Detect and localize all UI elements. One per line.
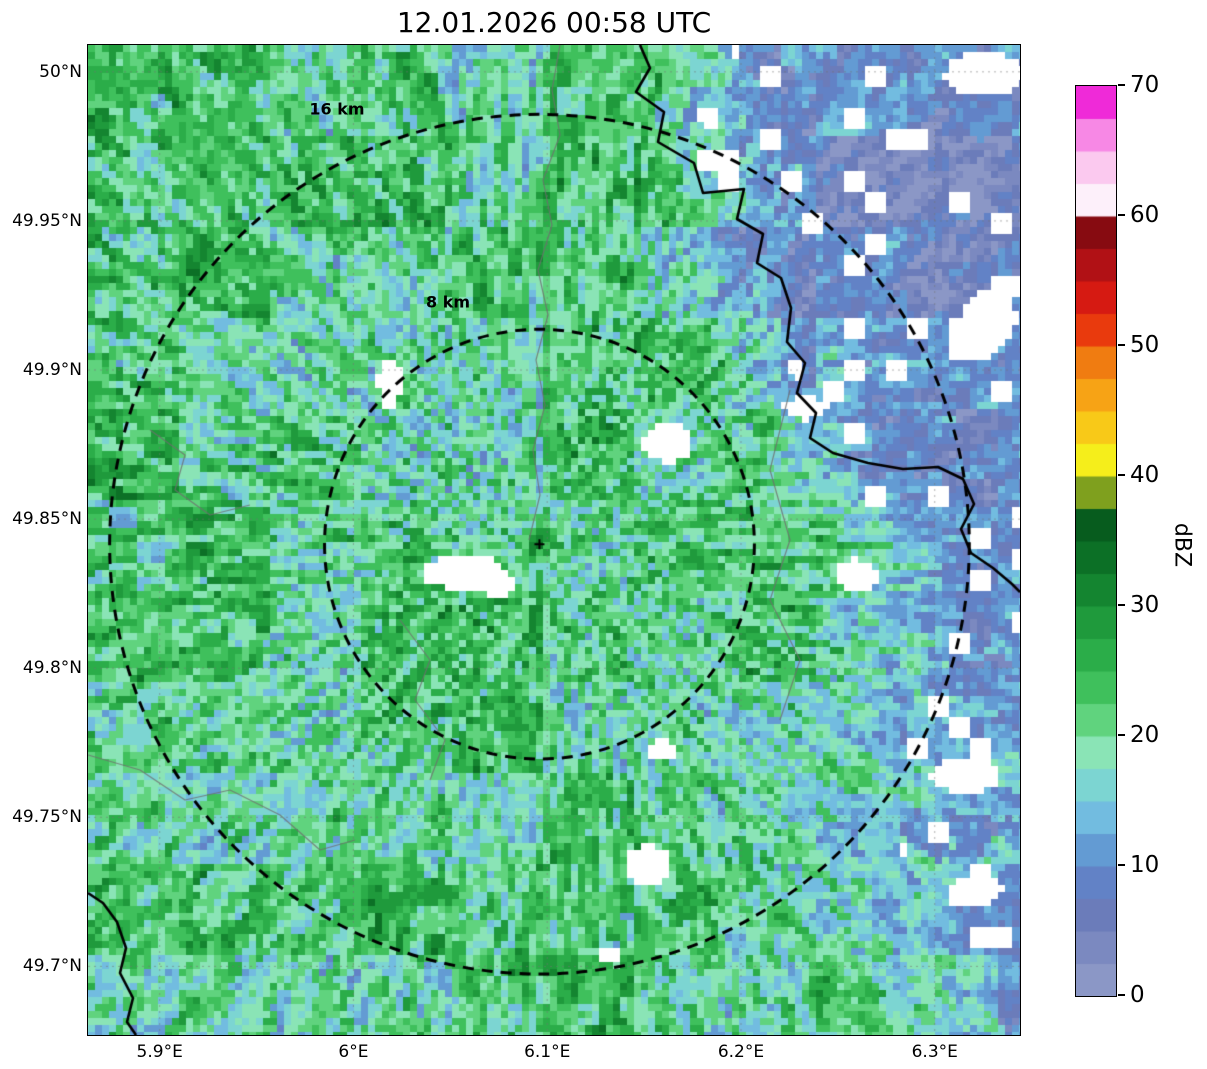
radar-reflectivity-canvas bbox=[88, 45, 1020, 1035]
colorbar-tick-label: 10 bbox=[1130, 852, 1160, 878]
colorbar-tick-label: 70 bbox=[1130, 72, 1160, 98]
colorbar bbox=[1075, 85, 1117, 997]
lat-tick-label: 49.75°N bbox=[12, 807, 82, 828]
lat-tick-label: 49.9°N bbox=[22, 360, 82, 381]
colorbar-tick-mark bbox=[1118, 214, 1125, 216]
lat-tick-label: 49.8°N bbox=[22, 658, 82, 679]
colorbar-tick-label: 50 bbox=[1130, 332, 1160, 358]
lon-tick-label: 6°E bbox=[338, 1042, 369, 1062]
lat-tick-label: 49.95°N bbox=[12, 210, 82, 231]
colorbar-tick-label: 40 bbox=[1130, 462, 1160, 488]
colorbar-tick-mark bbox=[1118, 474, 1125, 476]
lon-tick-label: 6.1°E bbox=[524, 1042, 571, 1062]
lat-tick-label: 49.85°N bbox=[12, 509, 82, 530]
lon-tick-label: 6.2°E bbox=[717, 1042, 765, 1062]
colorbar-tick-label: 20 bbox=[1130, 722, 1160, 748]
colorbar-tick-mark bbox=[1118, 864, 1125, 866]
colorbar-tick-mark bbox=[1118, 344, 1125, 346]
lat-tick-label: 50°N bbox=[39, 61, 82, 82]
lon-tick-label: 5.9°E bbox=[136, 1042, 183, 1062]
colorbar-tick-label: 60 bbox=[1130, 202, 1160, 228]
range-ring-label-8km: 8 km bbox=[425, 292, 471, 312]
figure-title: 12.01.2026 00:58 UTC bbox=[396, 6, 712, 39]
colorbar-axis-label: dBZ bbox=[1169, 522, 1195, 568]
lon-tick-label: 6.3°E bbox=[911, 1042, 958, 1062]
colorbar-tick-label: 30 bbox=[1130, 592, 1160, 618]
range-ring-label-16km: 16 km bbox=[309, 99, 365, 119]
colorbar-tick-mark bbox=[1118, 84, 1125, 86]
lat-tick-label: 49.7°N bbox=[22, 956, 82, 977]
colorbar-tick-label: 0 bbox=[1130, 982, 1145, 1008]
colorbar-tick-mark bbox=[1118, 734, 1125, 736]
colorbar-gradient bbox=[1076, 86, 1116, 996]
colorbar-tick-mark bbox=[1118, 604, 1125, 606]
colorbar-tick-mark bbox=[1118, 994, 1125, 996]
radar-map: 16 km 8 km bbox=[87, 44, 1021, 1036]
